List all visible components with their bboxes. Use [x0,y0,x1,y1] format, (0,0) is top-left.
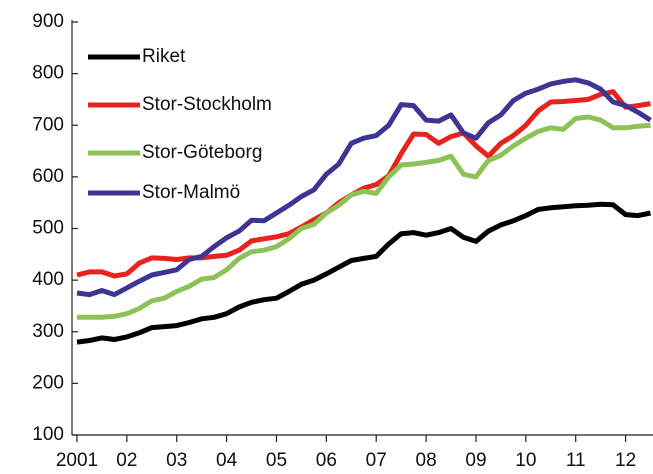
series-line [76,77,652,298]
legend-label: Stor-Göteborg [142,142,262,163]
y-tick-label: 100 [32,424,64,445]
x-tick-label: 09 [465,450,486,471]
legend-label: Stor-Malmö [142,182,240,203]
x-tick-label: 05 [266,450,287,471]
x-tick-label: 12 [615,450,636,471]
x-tick-label: 2001 [56,450,98,471]
series-line [77,114,651,320]
series-line [76,89,651,279]
x-tick-label: 02 [116,450,137,471]
x-tick-label: 07 [366,450,387,471]
y-tick-label: 200 [32,372,64,393]
legend-label: Riket [142,46,186,67]
y-tick-label: 700 [32,114,64,135]
x-tick-label: 06 [316,450,337,471]
x-tick-label: 11 [566,450,586,471]
y-tick-label: 400 [32,269,64,290]
legend-label: Stor-Stockholm [142,94,272,115]
y-tick-label: 900 [32,11,64,32]
x-tick-label: 03 [166,450,187,471]
x-tick-label: 10 [515,450,536,471]
y-tick-label: 300 [32,321,64,342]
x-tick-label: 04 [216,450,238,471]
y-tick-label: 800 [32,63,64,84]
series-line [76,201,652,345]
x-tick-label: 08 [416,450,437,471]
y-tick-label: 600 [32,166,64,187]
y-tick-label: 500 [32,218,64,239]
